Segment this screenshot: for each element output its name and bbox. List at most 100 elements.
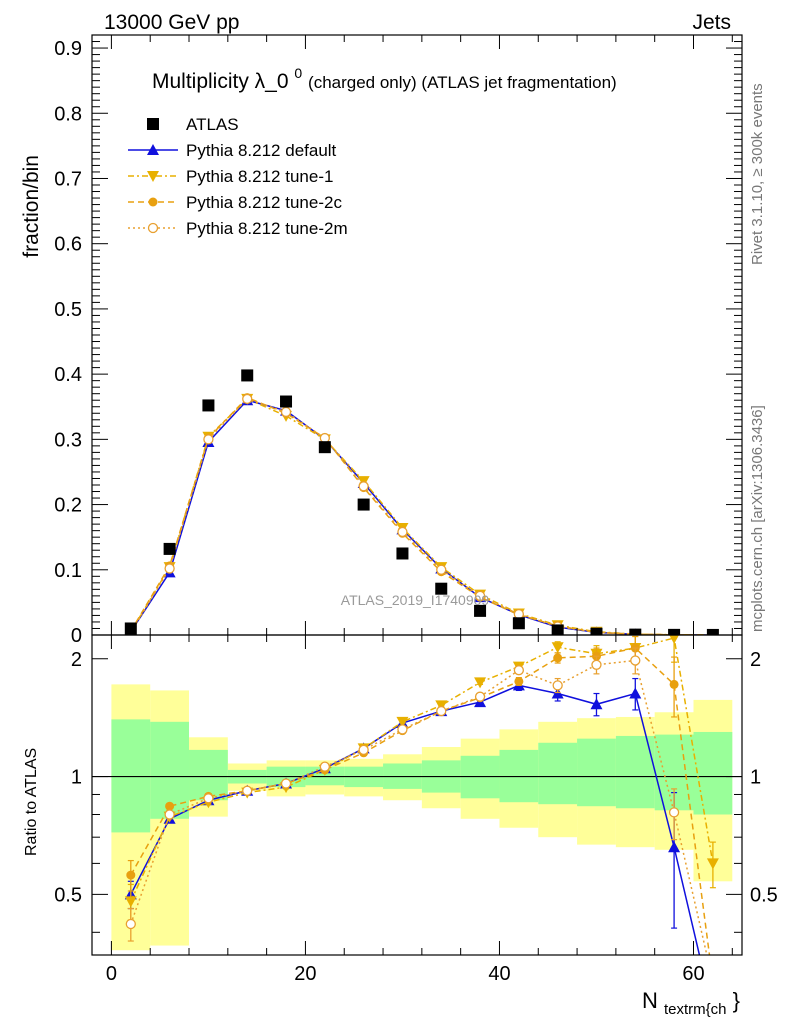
ratio-tick-label-1: 1 <box>71 767 82 789</box>
band-inner-15 <box>693 731 733 815</box>
atlas-point-12 <box>590 627 603 635</box>
atlas-point-13 <box>629 628 642 635</box>
energy-label: 13000 GeV pp <box>104 11 239 34</box>
ratio-plot-series <box>124 635 719 986</box>
y-tick-label-2: 0.2 <box>54 495 82 517</box>
y-tick-label-4: 0.4 <box>54 364 82 386</box>
atlas-point-2 <box>202 399 215 412</box>
ratio-4-point-0 <box>125 918 136 930</box>
band-inner-12 <box>577 738 616 807</box>
mcplots-label: mcplots.cern.ch [arXiv:1306.3436] <box>749 405 766 632</box>
band-inner-0 <box>111 719 151 833</box>
title-main: Multiplicity λ_0 <box>152 70 289 93</box>
series-4-point-4 <box>280 406 292 418</box>
x-tick-label-3: 60 <box>682 963 704 985</box>
y-tick-label-3: 0.3 <box>54 429 82 451</box>
legend-marker-0 <box>147 118 159 130</box>
legend-marker-4 <box>147 222 159 234</box>
x-tick-label-2: 40 <box>488 963 510 985</box>
legend-marker-1 <box>147 144 159 155</box>
series-4-point-7 <box>397 526 408 538</box>
legend-label-2: Pythia 8.212 tune-1 <box>186 167 333 186</box>
ratio-4-point-4 <box>280 778 292 789</box>
atlas-point-1 <box>163 542 176 555</box>
y-tick-label-9: 0.9 <box>54 38 82 60</box>
y-tick-label-5: 0.5 <box>54 299 82 321</box>
ratio-2-point-0 <box>124 896 137 908</box>
atlas-point-3 <box>241 369 254 382</box>
atlas-point-8 <box>435 582 448 595</box>
atlas-point-14 <box>668 628 681 635</box>
series-4-point-2 <box>203 434 214 445</box>
ratio-4-point-15 <box>708 977 717 986</box>
ratio-4-point-14 <box>668 807 680 818</box>
band-inner-11 <box>538 742 578 805</box>
title-suffix: (charged only) (ATLAS jet fragmentation) <box>308 73 617 92</box>
atlas-point-9 <box>474 604 487 617</box>
ratio-1-point-13 <box>629 687 642 699</box>
plot-title: Multiplicity λ_0 0 (charged only) (ATLAS… <box>152 60 617 93</box>
ratio-4-point-12 <box>591 659 602 670</box>
x-axis-label: N textrm{ch } <box>642 988 740 1019</box>
series-4-point-9 <box>474 590 486 602</box>
ratio-2-point-7 <box>396 716 409 728</box>
atlas-point-5 <box>318 441 331 454</box>
ratio-tick-label-right-2: 2 <box>750 649 761 671</box>
ratio-1-point-12 <box>590 698 603 710</box>
legend-label-3: Pythia 8.212 tune-2c <box>186 193 342 212</box>
ratio-4-point-9 <box>474 691 486 702</box>
y-tick-label-8: 0.8 <box>54 103 82 125</box>
series-4-point-6 <box>358 481 369 492</box>
ratio-1-point-14 <box>668 841 681 853</box>
ratio-4-point-2 <box>203 793 214 804</box>
y-tick-label-0: 0 <box>71 625 82 647</box>
ratio-line-1 <box>130 684 701 955</box>
ratio-3-point-11 <box>553 653 563 663</box>
ratio-2-point-14 <box>669 635 679 644</box>
ratio-4-point-11 <box>552 680 563 691</box>
title-superscript: 0 <box>294 65 302 81</box>
legend-label-4: Pythia 8.212 tune-2m <box>186 219 348 238</box>
rivet-version-label: Rivet 3.1.10, ≥ 300k events <box>749 83 766 265</box>
ratio-2-point-11 <box>551 642 564 654</box>
ratio-4-point-7 <box>397 724 408 735</box>
ratio-4-point-10 <box>513 665 525 676</box>
ratio-3-point-15 <box>708 977 717 986</box>
y-tick-label-7: 0.7 <box>54 168 82 190</box>
y-tick-label-1: 0.1 <box>54 560 82 582</box>
ratio-uncertainty-bands <box>111 684 733 951</box>
ratio-3-point-1 <box>165 801 175 811</box>
ratio-4-point-3 <box>242 785 253 796</box>
y-axis-label: fraction/bin <box>20 155 43 258</box>
atlas-point-7 <box>396 547 409 560</box>
ratio-4-point-8 <box>436 705 447 717</box>
series-4-point-1 <box>164 563 175 574</box>
series-line-3 <box>130 396 713 635</box>
analysis-watermark: ATLAS_2019_I1740909 <box>341 592 490 608</box>
legend-label-0: ATLAS <box>186 115 239 134</box>
atlas-point-15 <box>706 628 719 635</box>
x-tick-label-1: 20 <box>294 963 316 985</box>
legend: ATLAS Pythia 8.212 default Pythia 8.212 tu… <box>128 115 348 238</box>
band-inner-13 <box>615 735 655 809</box>
legend-marker-2 <box>147 171 159 182</box>
series-4-point-8 <box>436 564 447 575</box>
x-axis-label-subscript: textrm{ch <box>664 1001 727 1018</box>
series-4-point-3 <box>242 393 253 405</box>
band-inner-2 <box>189 749 228 801</box>
legend-marker-3 <box>148 197 158 207</box>
x-axis-label-tail: } <box>733 988 740 1013</box>
ratio-3-point-14 <box>669 679 679 689</box>
process-label: Jets <box>692 11 731 34</box>
ratio-3-point-10 <box>514 676 524 686</box>
ratio-4-point-5 <box>319 761 330 772</box>
main-plot-series <box>124 369 719 635</box>
legend-label-1: Pythia 8.212 default <box>186 141 337 160</box>
atlas-point-11 <box>551 624 564 635</box>
ratio-3-point-0 <box>126 870 136 880</box>
ratio-line-2 <box>130 637 714 902</box>
ratio-tick-label-2: 2 <box>71 649 82 671</box>
y-tick-label-6: 0.6 <box>54 234 82 256</box>
